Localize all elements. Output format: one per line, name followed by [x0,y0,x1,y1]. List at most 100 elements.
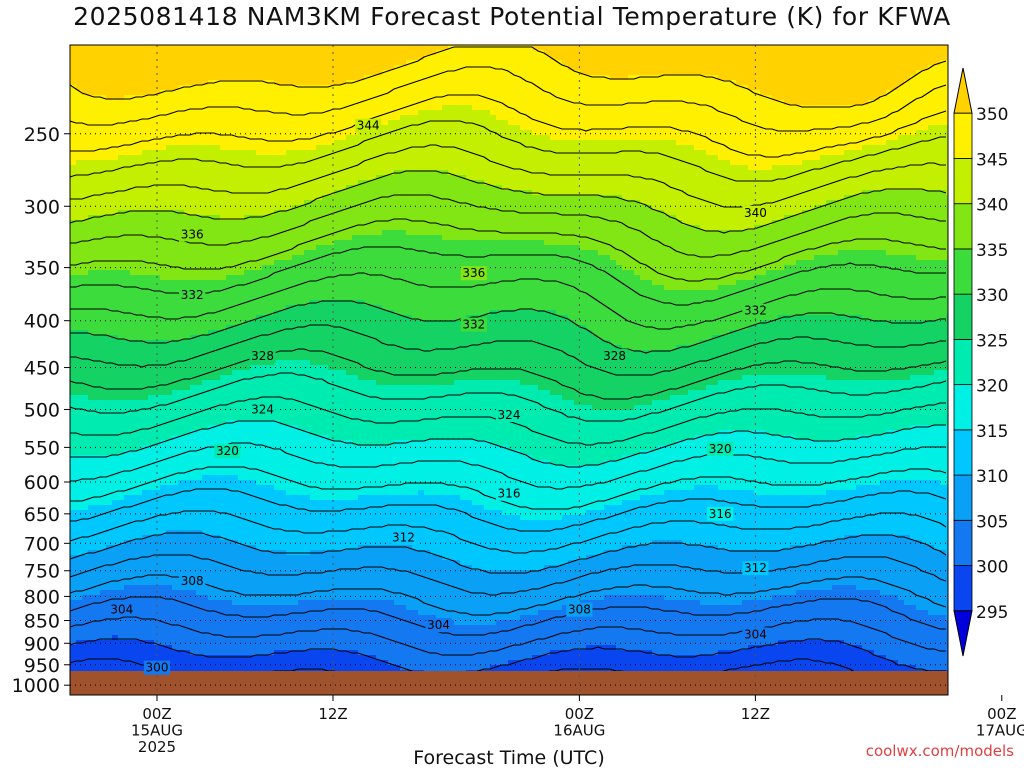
theta-fill-cell [262,340,269,346]
theta-fill-cell [184,100,191,106]
theta-fill-cell [274,545,281,551]
theta-fill-cell [208,580,215,586]
theta-fill-cell [124,265,131,271]
theta-fill-cell [184,210,191,216]
theta-fill-cell [130,100,137,106]
theta-fill-cell [256,280,263,286]
theta-fill-cell [142,490,149,496]
theta-fill-cell [262,140,269,146]
theta-fill-cell [124,315,131,321]
theta-fill-cell [250,435,257,441]
theta-fill-cell [292,130,299,136]
theta-fill-cell [292,360,299,366]
theta-fill-cell [262,485,269,491]
theta-fill-cell [238,110,245,116]
theta-fill-cell [280,480,287,486]
theta-fill-cell [70,105,77,111]
theta-fill-cell [154,620,161,626]
theta-fill-cell [250,575,257,581]
theta-fill-cell [238,340,245,346]
theta-fill-cell [202,590,209,596]
theta-fill-cell [148,525,155,531]
theta-fill-cell [82,270,89,276]
theta-fill-cell [256,110,263,116]
theta-fill-cell [112,145,119,151]
theta-fill-cell [292,160,299,166]
theta-fill-cell [184,485,191,491]
theta-fill-cell [136,445,143,451]
theta-fill-cell [244,110,251,116]
theta-fill-cell [106,115,113,121]
theta-fill-cell [262,210,269,216]
theta-fill-cell [184,115,191,121]
theta-fill-cell [148,585,155,591]
theta-fill-cell [136,60,143,66]
theta-fill-cell [130,620,137,626]
theta-fill-cell [274,205,281,211]
theta-fill-cell [226,355,233,361]
theta-fill-cell [214,145,221,151]
theta-fill-cell [142,540,149,546]
theta-fill-cell [70,195,77,201]
theta-fill-cell [274,425,281,431]
theta-fill-cell [298,90,305,96]
theta-fill-cell [112,150,119,156]
theta-fill-cell [196,165,203,171]
theta-fill-cell [106,350,113,356]
theta-fill-cell [148,90,155,96]
theta-fill-cell [124,125,131,131]
theta-fill-cell [220,45,227,51]
theta-fill-cell [142,395,149,401]
theta-fill-cell [94,185,101,191]
theta-fill-cell [244,550,251,556]
theta-fill-cell [106,105,113,111]
theta-fill-cell [238,530,245,536]
theta-fill-cell [214,280,221,286]
theta-fill-cell [82,70,89,76]
theta-fill-cell [256,50,263,56]
theta-fill-cell [100,440,107,446]
theta-fill-cell [214,355,221,361]
theta-fill-cell [256,245,263,251]
theta-fill-cell [76,290,83,296]
theta-fill-cell [118,175,125,181]
theta-fill-cell [268,560,275,566]
theta-fill-cell [124,260,131,266]
theta-fill-cell [166,120,173,126]
theta-fill-cell [82,530,89,536]
theta-fill-cell [154,305,161,311]
theta-fill-cell [280,95,287,101]
theta-fill-cell [142,425,149,431]
theta-fill-cell [268,390,275,396]
theta-fill-cell [214,335,221,341]
theta-fill-cell [82,435,89,441]
theta-fill-cell [112,650,119,656]
theta-fill-cell [238,520,245,526]
theta-fill-cell [238,250,245,256]
theta-fill-cell [262,625,269,631]
theta-fill-cell [232,225,239,231]
theta-fill-cell [76,450,83,456]
theta-fill-cell [232,375,239,381]
theta-fill-cell [160,100,167,106]
theta-fill-cell [220,190,227,196]
theta-fill-cell [88,230,95,236]
theta-fill-cell [70,325,77,331]
theta-fill-cell [256,610,263,616]
theta-fill-cell [232,585,239,591]
theta-fill-cell [250,620,257,626]
theta-fill-cell [142,245,149,251]
theta-fill-cell [124,295,131,301]
theta-fill-cell [130,665,137,671]
theta-fill-cell [232,205,239,211]
theta-fill-cell [82,160,89,166]
theta-fill-cell [220,55,227,61]
theta-fill-cell [238,315,245,321]
theta-fill-cell [136,175,143,181]
theta-fill-cell [256,545,263,551]
theta-fill-cell [178,650,185,656]
theta-fill-cell [118,200,125,206]
theta-fill-cell [220,85,227,91]
theta-fill-cell [244,230,251,236]
theta-fill-cell [160,410,167,416]
